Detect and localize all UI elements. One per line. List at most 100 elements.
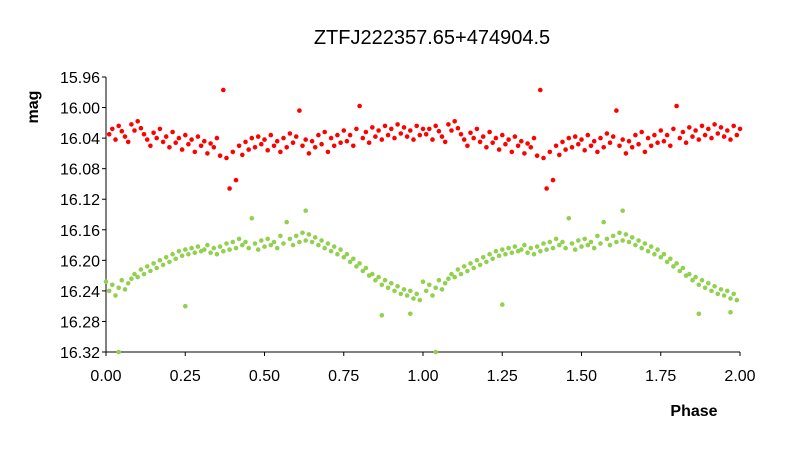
data-point <box>236 143 242 149</box>
data-point <box>420 279 426 285</box>
data-point <box>550 177 556 183</box>
data-point <box>119 128 125 134</box>
data-point <box>183 303 188 309</box>
data-point <box>547 149 553 155</box>
data-point <box>420 126 426 132</box>
data-point <box>227 186 232 191</box>
data-point <box>639 129 644 135</box>
data-point <box>151 130 156 136</box>
data-point <box>449 128 454 133</box>
data-point <box>154 135 159 141</box>
data-point <box>458 132 464 137</box>
data-point <box>119 277 125 283</box>
data-point <box>725 288 730 294</box>
data-point <box>271 143 277 149</box>
data-point <box>132 271 137 277</box>
data-point <box>500 302 505 307</box>
data-point <box>591 138 597 144</box>
data-point <box>734 297 740 303</box>
data-point <box>709 288 714 294</box>
data-point <box>629 235 635 240</box>
data-point <box>335 132 340 138</box>
data-point <box>455 125 461 131</box>
data-point <box>341 254 347 260</box>
data-point <box>148 268 153 274</box>
data-point <box>366 140 372 145</box>
data-point <box>528 245 534 251</box>
data-point <box>319 141 324 147</box>
data-point <box>674 103 679 109</box>
data-point <box>588 143 594 149</box>
data-point <box>585 242 591 248</box>
data-point <box>636 238 641 243</box>
data-point <box>306 151 312 156</box>
data-point <box>427 282 432 288</box>
data-point <box>278 233 283 239</box>
data-point <box>303 208 309 213</box>
data-point <box>598 241 603 246</box>
data-point <box>389 126 394 132</box>
y-tick-label: 16.12 <box>60 192 100 209</box>
data-point <box>579 137 584 142</box>
data-point <box>300 143 305 149</box>
data-point <box>281 241 286 246</box>
data-point <box>243 139 248 145</box>
data-point <box>490 256 496 262</box>
data-point <box>620 208 625 213</box>
data-point <box>468 130 473 136</box>
data-point <box>636 141 641 147</box>
data-point <box>446 122 451 127</box>
data-point <box>335 251 340 257</box>
data-point <box>652 132 657 138</box>
data-point <box>680 129 686 135</box>
data-point <box>186 251 191 257</box>
x-tick-label: 1.50 <box>566 368 597 385</box>
x-tick-label: 0.00 <box>90 368 121 385</box>
data-point <box>576 141 581 147</box>
data-point <box>591 245 597 251</box>
data-point <box>614 239 619 245</box>
data-point <box>211 245 217 251</box>
data-point <box>668 256 673 262</box>
data-point <box>677 135 683 141</box>
data-point <box>664 259 670 265</box>
data-point <box>715 291 721 297</box>
data-point <box>284 219 290 225</box>
data-point <box>293 134 299 139</box>
data-point <box>693 274 698 280</box>
data-point <box>290 140 296 145</box>
data-point <box>360 268 366 274</box>
data-point <box>414 291 420 297</box>
data-point <box>198 143 204 149</box>
data-point <box>655 247 660 252</box>
x-tick-label: 1.25 <box>487 368 518 385</box>
chart-title: ZTFJ222357.65+474904.5 <box>314 27 550 49</box>
data-point <box>186 141 191 147</box>
data-point <box>436 277 442 283</box>
data-point <box>297 239 302 245</box>
data-point <box>230 149 236 155</box>
data-point <box>668 143 673 149</box>
data-point <box>398 131 404 136</box>
data-point <box>205 151 210 156</box>
data-point <box>449 271 454 277</box>
data-point <box>141 132 147 137</box>
data-point <box>408 288 413 294</box>
data-point <box>639 245 644 251</box>
y-tick-label: 16.24 <box>60 284 100 301</box>
data-point <box>379 137 385 142</box>
data-point <box>455 267 461 272</box>
data-point <box>500 247 505 252</box>
data-point <box>427 126 432 132</box>
data-point <box>271 239 277 245</box>
data-point <box>325 149 331 155</box>
y-tick-label: 16.20 <box>60 253 100 270</box>
data-point <box>496 253 502 258</box>
data-point <box>293 233 299 239</box>
data-point <box>110 282 115 288</box>
data-point <box>595 149 600 155</box>
data-point <box>379 282 385 288</box>
data-point <box>645 135 651 141</box>
data-point <box>274 245 280 251</box>
data-point <box>728 296 733 301</box>
